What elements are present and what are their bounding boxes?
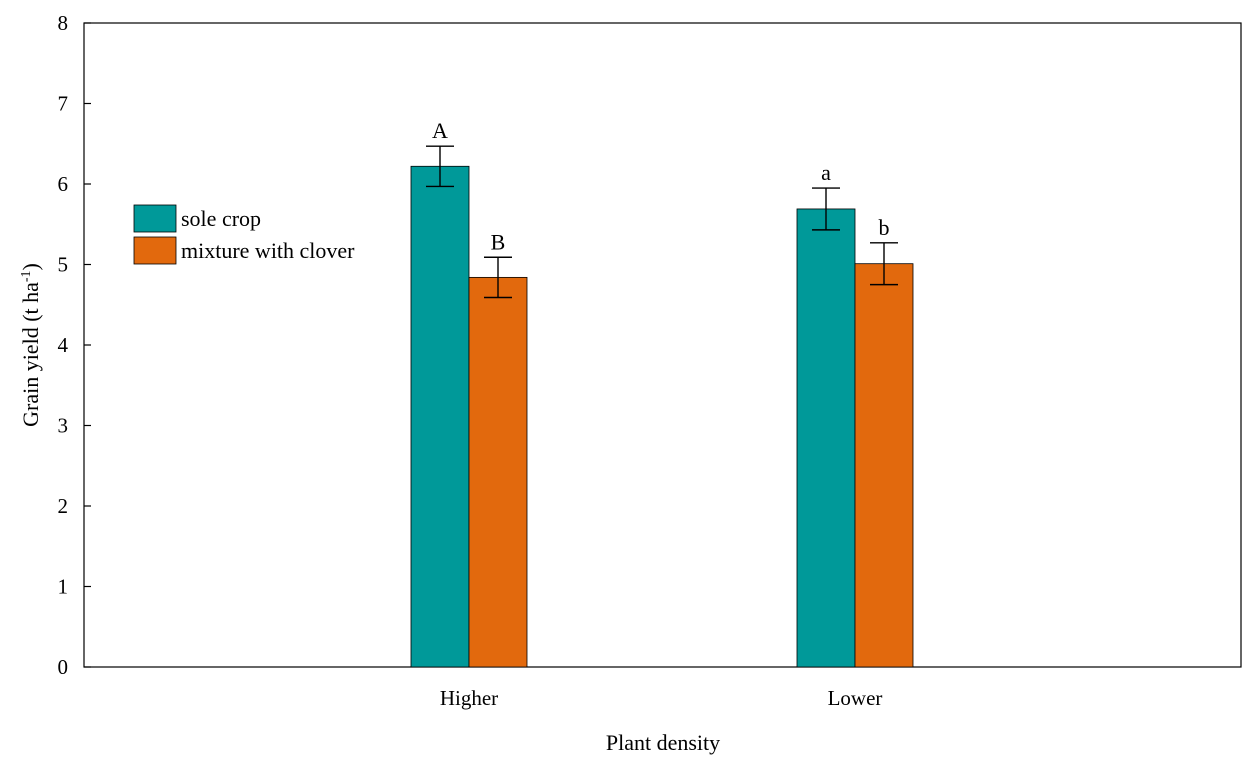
legend-swatch xyxy=(133,204,177,233)
bar xyxy=(796,208,856,668)
bar xyxy=(854,263,914,668)
legend-swatch xyxy=(133,236,177,265)
legend-label: mixture with clover xyxy=(181,238,355,263)
significance-label: a xyxy=(821,160,831,185)
x-tick-label: Lower xyxy=(828,686,883,710)
y-axis: 0 1 2 3 4 5 6 7 8 xyxy=(58,11,91,679)
y-tick-label: 6 xyxy=(58,172,69,196)
y-tick-label: 3 xyxy=(58,414,69,438)
x-axis-title: Plant density xyxy=(606,730,720,755)
legend: sole crop mixture with clover xyxy=(133,204,355,265)
y-axis-title: Grain yield (t ha-1) xyxy=(18,263,43,427)
plot-frame xyxy=(83,22,1242,668)
y-axis-title-main: Grain yield (t ha xyxy=(18,282,43,427)
bars: Aa Bb xyxy=(410,118,914,668)
y-tick-label: 8 xyxy=(58,11,69,35)
significance-label: b xyxy=(879,215,890,240)
legend-label: sole crop xyxy=(181,206,261,231)
significance-label: B xyxy=(491,229,506,254)
x-tick-label: Higher xyxy=(440,686,498,710)
y-tick-label: 0 xyxy=(58,655,69,679)
x-axis: Higher Lower xyxy=(440,686,883,710)
y-tick-label: 4 xyxy=(58,333,69,357)
y-tick-label: 7 xyxy=(58,92,69,116)
bar xyxy=(468,276,528,668)
y-axis-title-superscript: -1 xyxy=(19,270,34,282)
y-tick-label: 1 xyxy=(58,575,69,599)
bar xyxy=(410,165,470,668)
y-axis-title-close: ) xyxy=(18,263,43,270)
y-tick-label: 5 xyxy=(58,253,69,277)
y-tick-label: 2 xyxy=(58,494,69,518)
significance-label: A xyxy=(432,118,448,143)
